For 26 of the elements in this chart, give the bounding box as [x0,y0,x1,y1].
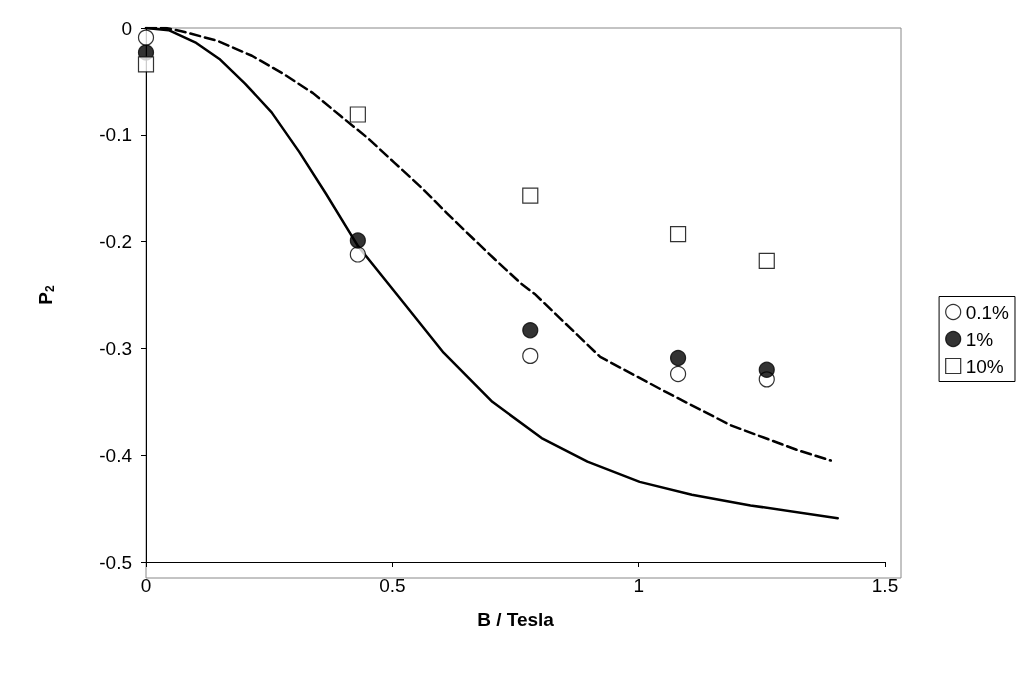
point [758,361,775,378]
point [349,246,366,263]
y-axis-title: P2 [34,285,57,305]
x-tick-label: 0.5 [379,575,406,596]
legend-label: 0.1% [965,301,1010,323]
point [758,252,775,269]
x-tick-label: 1 [633,575,644,596]
point [522,187,539,204]
y-tick-label: 0 [121,17,132,39]
point [349,106,366,123]
y-tick-label: -0.5 [99,551,132,573]
y-tick-label: -0.3 [99,337,132,359]
point [669,226,687,243]
x-axis-title: B / Tesla [477,609,555,630]
point [522,322,539,339]
y-tick-label: -0.1 [99,124,132,146]
y-tick-label: -0.2 [99,231,132,253]
y-tick-label: -0.4 [99,444,133,466]
point [670,349,687,367]
point [137,29,155,46]
x-tick-label: 0 [140,575,152,596]
x-tick-label: 1.5 [871,575,899,596]
point [349,232,366,249]
legend-label: 10% [965,355,1004,377]
point [137,56,155,73]
legend-label: 1% [965,328,994,350]
